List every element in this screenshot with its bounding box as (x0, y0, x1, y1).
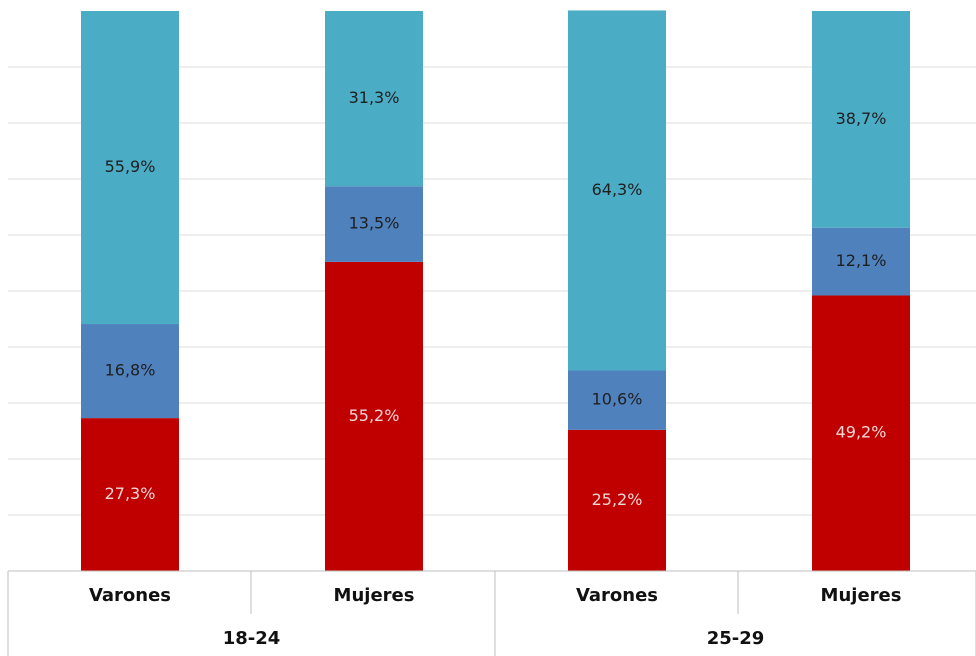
data-label: 12,1% (836, 251, 887, 270)
data-label: 25,2% (592, 490, 643, 509)
bar-segment (325, 186, 423, 262)
data-label: 13,5% (349, 214, 400, 233)
bar-segment (81, 11, 179, 325)
bar-segment (568, 370, 666, 430)
category-label: Varones (89, 585, 171, 606)
data-label: 38,7% (836, 109, 887, 128)
data-label: 31,3% (349, 88, 400, 107)
data-label: 27,3% (105, 484, 156, 503)
data-labels: 27,3% 16,8% 55,9% 55,2% 13,5% 31,3% 25,2% 10,6%… (105, 88, 887, 509)
bar-segment (325, 11, 423, 187)
bar-segment (568, 429, 666, 571)
bar-segment (812, 227, 910, 296)
bar-segment (812, 11, 910, 228)
category-label: Varones (576, 585, 658, 606)
bar-segment (325, 261, 423, 571)
bar-segment (81, 324, 179, 419)
bar-segment (812, 295, 910, 571)
data-label: 10,6% (592, 390, 643, 409)
category-axis: Varones Mujeres Varones Mujeres 18-24 25-29 (7, 570, 976, 656)
data-label: 55,9% (105, 157, 156, 176)
data-label: 55,2% (349, 406, 400, 425)
bar-segment (81, 418, 179, 571)
bar-segment (568, 10, 666, 371)
group-label: 25-29 (707, 628, 765, 649)
bars (81, 10, 910, 571)
data-label: 64,3% (592, 180, 643, 199)
category-label: Mujeres (821, 585, 902, 606)
data-label: 16,8% (105, 361, 156, 380)
data-label: 49,2% (836, 423, 887, 442)
category-label: Mujeres (334, 585, 415, 606)
group-label: 18-24 (223, 628, 281, 649)
